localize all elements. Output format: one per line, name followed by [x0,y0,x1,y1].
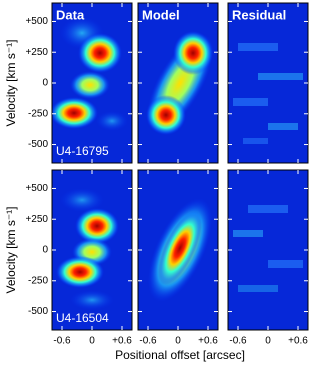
y-tick-label: +500 [25,16,48,27]
x-tick-label: -0.6 [229,336,247,347]
y-tick-label: -250 [28,275,48,286]
column-title: Model [142,7,180,22]
panel-model-1 [138,3,218,163]
y-tick-label: -250 [28,108,48,119]
x-axis-label: Positional offset [arcsec] [115,348,245,362]
y-tick-label: 0 [42,78,48,89]
panel-model-2 [138,170,218,330]
row-name: U4-16795 [56,144,109,158]
column-title: Residual [232,7,286,22]
x-tick-label: 0 [265,336,271,347]
y-axis-label: Velocity [km s⁻¹] [4,206,18,293]
x-tick-label: -0.6 [53,336,71,347]
x-tick-label: +0.6 [198,336,218,347]
row-name: U4-16504 [56,311,109,325]
y-tick-label: 0 [42,245,48,256]
x-tick-label: +0.6 [112,336,132,347]
panel-residual-1 [228,3,308,163]
x-tick-label: -0.6 [139,336,157,347]
y-tick-label: -500 [28,306,48,317]
x-tick-label: 0 [175,336,181,347]
y-tick-label: +250 [25,214,48,225]
y-tick-label: -500 [28,139,48,150]
y-tick-label: +250 [25,47,48,58]
column-title: Data [56,7,85,22]
panel-residual-2 [228,170,308,330]
panel-data-2 [52,170,132,330]
y-tick-label: +500 [25,183,48,194]
panel-data-1 [52,3,132,163]
y-axis-label: Velocity [km s⁻¹] [4,39,18,126]
x-tick-label: 0 [89,336,95,347]
x-tick-label: +0.6 [288,336,308,347]
